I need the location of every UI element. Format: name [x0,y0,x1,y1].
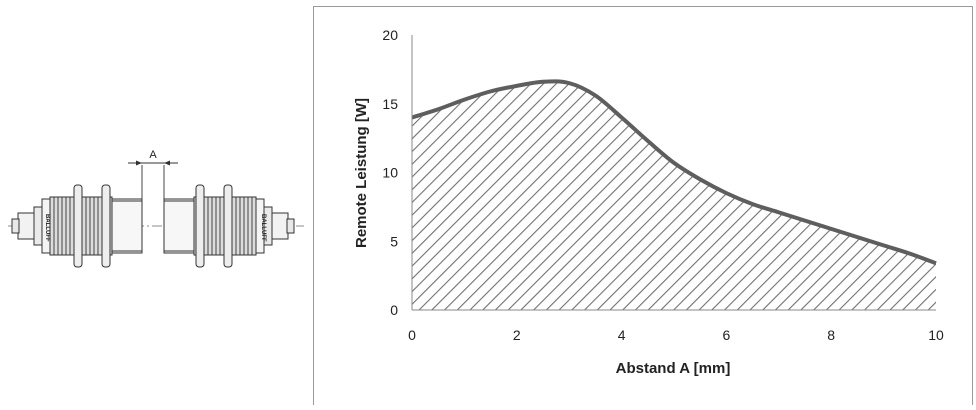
x-tick-label: 4 [618,327,626,343]
gap-label: A [149,149,157,161]
chart-panel: 0 2 4 6 8 10 0 5 10 15 20 Remote Leistung [W] Abst… [313,6,973,405]
y-axis-title: Remote Leistung [W] [353,98,370,248]
x-tick-label: 0 [408,327,416,343]
x-tick-label: 6 [723,327,731,343]
y-tick-label: 20 [382,27,398,43]
power-curve [411,79,937,266]
x-axis-title: Abstand A [mm] [616,360,731,377]
right-sensor: BALLUFF [163,184,295,268]
y-tick-label: 15 [382,96,398,112]
x-tick-label: 10 [928,327,944,343]
sensor-pair-drawing: A BALLUFF [8,149,304,268]
x-tick-label: 2 [513,327,521,343]
gap-dimension: A [128,149,178,200]
y-tick-label: 0 [390,302,398,318]
left-brand-logo: BALLUFF [44,214,50,242]
left-sensor: BALLUFF [11,184,143,268]
power-vs-distance-chart: 0 2 4 6 8 10 0 5 10 15 20 Remote Leistung [W] Abst… [353,27,944,377]
hatched-area [412,81,936,311]
right-brand-logo: BALLUFF [260,214,266,242]
y-tick-label: 5 [390,233,398,249]
x-tick-label: 8 [827,327,835,343]
y-tick-label: 10 [382,165,398,181]
